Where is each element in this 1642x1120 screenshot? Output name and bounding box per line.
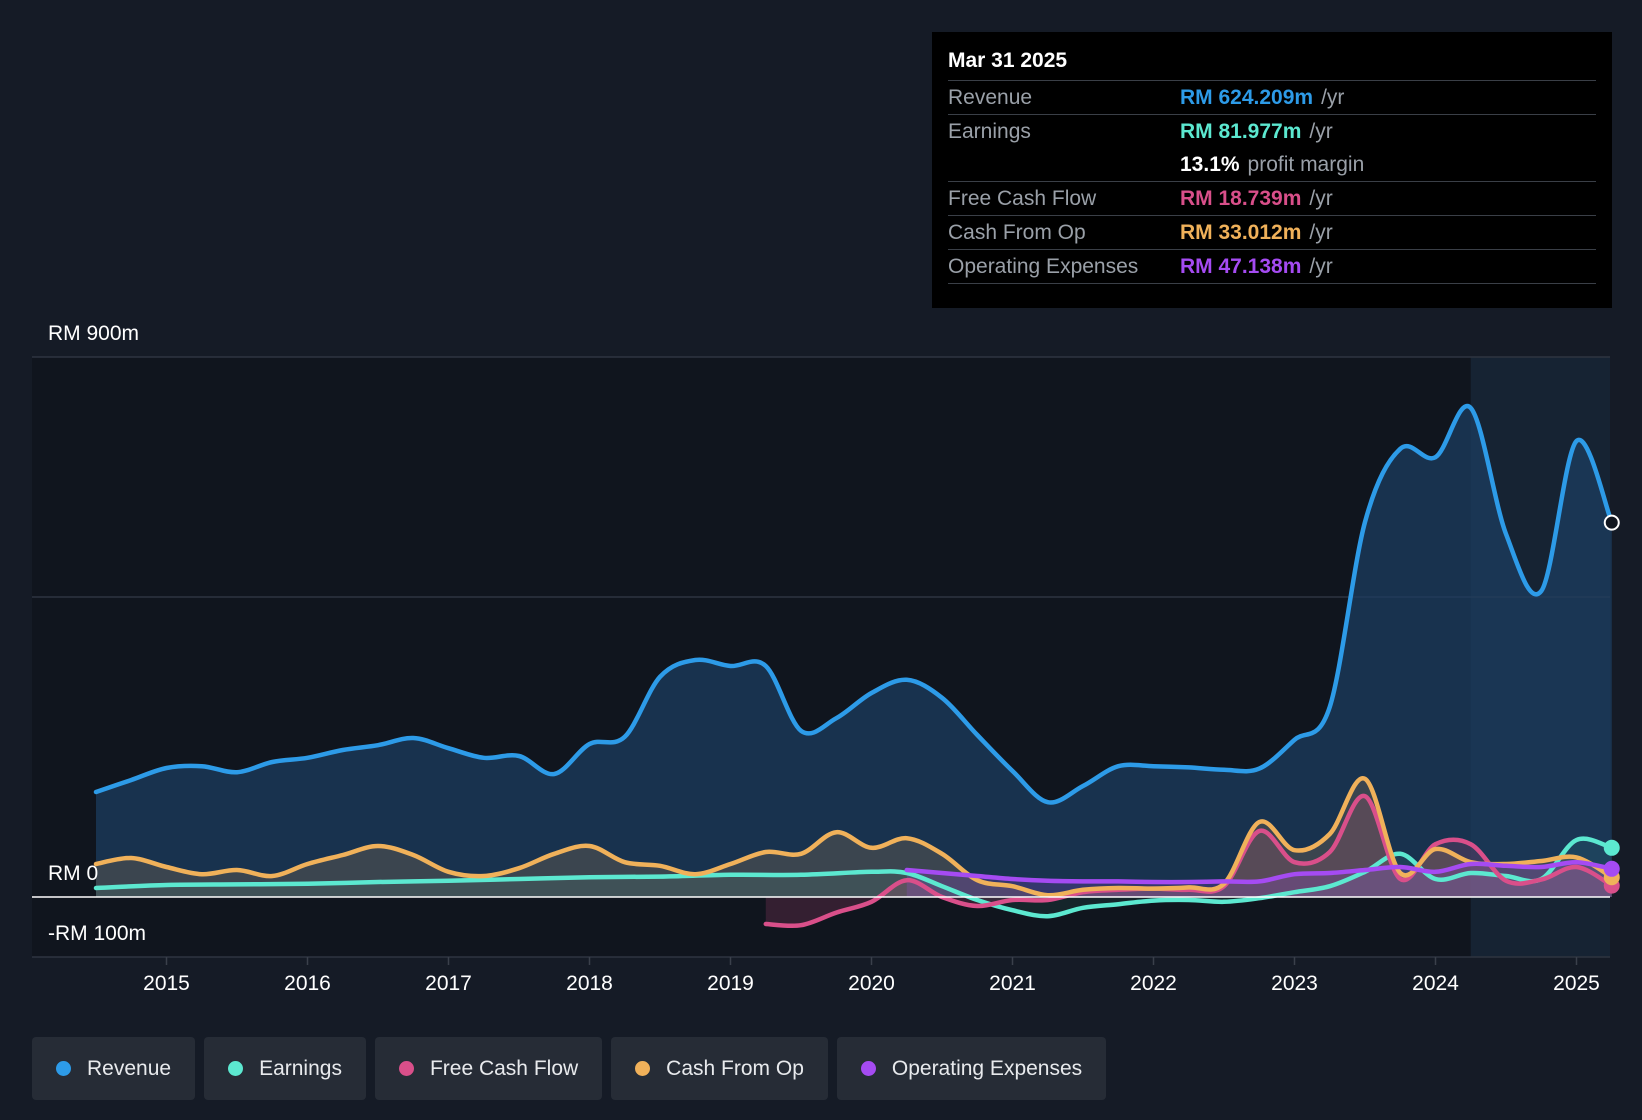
legend-label: Cash From Op bbox=[666, 1056, 804, 1080]
tooltip-unit: profit margin bbox=[1247, 152, 1365, 176]
x-tick-label: 2021 bbox=[989, 972, 1036, 995]
tooltip-row-earnings: Earnings RM 81.977m /yr bbox=[948, 114, 1596, 148]
legend-dot-icon bbox=[398, 1061, 414, 1076]
x-tick-label: 2023 bbox=[1271, 972, 1318, 995]
series-line-revenue bbox=[93, 403, 1615, 805]
x-tick-label: 2022 bbox=[1130, 972, 1177, 995]
legend-label: Free Cash Flow bbox=[429, 1056, 579, 1080]
endpoint-marker-revenue[interactable] bbox=[1603, 514, 1620, 531]
tooltip-value: RM 624.209m bbox=[1180, 85, 1314, 109]
y-axis-label: -RM 100m bbox=[48, 922, 146, 945]
tooltip-row-profit-margin: 13.1% profit margin bbox=[948, 148, 1596, 181]
endpoint-marker-operating-expenses[interactable] bbox=[1603, 860, 1620, 877]
tooltip-value: RM 33.012m bbox=[1180, 220, 1302, 244]
legend-item-revenue[interactable]: Revenue bbox=[32, 1037, 196, 1100]
x-tick-label: 2020 bbox=[848, 972, 895, 995]
legend-dot-icon bbox=[56, 1061, 71, 1076]
series-line-operating-expenses bbox=[904, 859, 1615, 885]
legend-label: Earnings bbox=[259, 1056, 342, 1080]
tooltip-label: Cash From Op bbox=[948, 220, 1086, 244]
legend-item-operating-expenses[interactable]: Operating Expenses bbox=[836, 1037, 1107, 1100]
tooltip-unit: /yr bbox=[1309, 119, 1333, 143]
tooltip-value: RM 18.739m bbox=[1180, 186, 1302, 210]
series-line-free-cash-flow bbox=[763, 793, 1615, 929]
tooltip-label: Operating Expenses bbox=[948, 254, 1139, 278]
x-tick-label: 2025 bbox=[1553, 972, 1600, 995]
legend-label: Revenue bbox=[87, 1056, 172, 1080]
x-tick-label: 2019 bbox=[707, 972, 754, 995]
area-revenue bbox=[96, 406, 1612, 897]
tooltip-date: Mar 31 2025 bbox=[948, 49, 1068, 72]
tooltip-label: Revenue bbox=[948, 85, 1033, 109]
tooltip-row-operating-expenses: Operating Expenses RM 47.138m /yr bbox=[948, 249, 1596, 284]
y-axis-label: RM 0 bbox=[48, 862, 98, 885]
tooltip-row-revenue: Revenue RM 624.209m /yr bbox=[948, 80, 1596, 114]
tooltip-unit: /yr bbox=[1309, 220, 1333, 244]
x-tick-label: 2017 bbox=[425, 972, 472, 995]
legend-dot-icon bbox=[635, 1061, 651, 1076]
area-free-cash-flow bbox=[765, 795, 1612, 926]
series-line-cash-from-op bbox=[93, 776, 1615, 898]
tooltip: Mar 31 2025 Revenue RM 624.209m /yr Earn… bbox=[932, 32, 1612, 308]
legend-item-free-cash-flow[interactable]: Free Cash Flow bbox=[374, 1037, 603, 1100]
tooltip-row-cash-from-op: Cash From Op RM 33.012m /yr bbox=[948, 215, 1596, 249]
endpoint-marker-earnings[interactable] bbox=[1603, 839, 1620, 856]
tooltip-unit: /yr bbox=[1309, 254, 1333, 278]
legend-dot-icon bbox=[860, 1061, 876, 1076]
tooltip-value: RM 81.977m bbox=[1180, 119, 1302, 143]
x-tick-label: 2018 bbox=[566, 972, 613, 995]
tooltip-unit: /yr bbox=[1309, 186, 1333, 210]
legend-dot-icon bbox=[228, 1061, 244, 1076]
x-tick-label: 2016 bbox=[284, 972, 331, 995]
x-tick-label: 2015 bbox=[143, 972, 190, 995]
tooltip-unit: /yr bbox=[1321, 85, 1345, 109]
tooltip-value: RM 47.138m bbox=[1180, 254, 1302, 278]
tooltip-value: 13.1% bbox=[1180, 152, 1240, 176]
legend-label: Operating Expenses bbox=[891, 1056, 1083, 1080]
x-tick-label: 2024 bbox=[1412, 972, 1459, 995]
legend: Revenue Earnings Free Cash Flow Cash Fro… bbox=[32, 1037, 1107, 1100]
tooltip-label: Earnings bbox=[948, 119, 1031, 143]
tooltip-label: Free Cash Flow bbox=[948, 186, 1097, 210]
y-axis-label: RM 900m bbox=[48, 322, 139, 345]
legend-item-earnings[interactable]: Earnings bbox=[204, 1037, 366, 1100]
tooltip-row-free-cash-flow: Free Cash Flow RM 18.739m /yr bbox=[948, 181, 1596, 215]
legend-item-cash-from-op[interactable]: Cash From Op bbox=[611, 1037, 828, 1100]
